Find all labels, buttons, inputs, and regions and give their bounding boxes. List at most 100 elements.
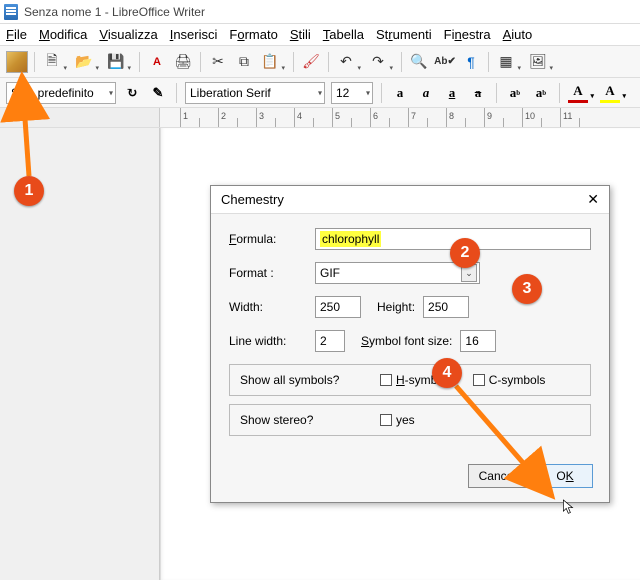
toolbar-separator xyxy=(139,52,140,72)
annotation-balloon-4: 4 xyxy=(432,358,462,388)
menu-finestra[interactable]: Finestra xyxy=(444,27,491,42)
height-input[interactable]: 250 xyxy=(423,296,469,318)
copy-button[interactable]: ⧉ xyxy=(233,51,255,73)
height-value: 250 xyxy=(428,300,448,314)
update-style-button[interactable]: ↻ xyxy=(122,83,142,103)
format-select[interactable]: GIF ⌄ xyxy=(315,262,480,284)
ok-label: OK xyxy=(556,469,573,483)
chevron-down-icon: ▾ xyxy=(318,88,322,97)
close-icon[interactable]: ✕ xyxy=(587,191,599,208)
toolbar-separator xyxy=(200,52,201,72)
show-all-symbols-group: Show all symbols? H-symbols C-symbols xyxy=(229,364,591,396)
dialog-body: Formula: chlorophyll Format : GIF ⌄ Widt… xyxy=(211,214,609,454)
menu-aiuto[interactable]: Aiuto xyxy=(503,27,533,42)
checkbox-icon xyxy=(380,414,392,426)
main-toolbar: 🗎 📂 💾 A 🖨 ✂ ⧉ 📋 🖌 ↶ ↷ 🔍 Ab✔ ¶ ▦ 🖼 xyxy=(0,46,640,78)
toolbar-separator xyxy=(328,52,329,72)
formula-label: Formula: xyxy=(229,232,315,246)
subscript-button[interactable]: ab xyxy=(531,83,551,103)
formatting-toolbar: Stile predefinito ▾ ↻ ✎ Liberation Serif… xyxy=(0,78,640,108)
dialog-titlebar[interactable]: Chemestry ✕ xyxy=(211,186,609,214)
ruler-area: 1234567891011 xyxy=(0,108,640,128)
ok-button[interactable]: OK xyxy=(537,464,593,488)
c-symbols-label: C-symbols xyxy=(489,373,546,387)
menu-modifica[interactable]: Modifica xyxy=(39,27,87,42)
annotation-balloon-3: 3 xyxy=(512,274,542,304)
formatting-marks-button[interactable]: ¶ xyxy=(460,51,482,73)
menu-inserisci[interactable]: Inserisci xyxy=(170,27,218,42)
symfont-value: 16 xyxy=(465,334,478,348)
image-button[interactable]: 🖼 xyxy=(527,51,549,73)
spellcheck-button[interactable]: Ab✔ xyxy=(434,51,456,73)
width-input[interactable]: 250 xyxy=(315,296,361,318)
font-size-combo[interactable]: 12 ▾ xyxy=(331,82,373,104)
window-title: Senza nome 1 - LibreOffice Writer xyxy=(24,5,205,19)
cancel-label: Cancel xyxy=(479,469,516,483)
linewidth-value: 2 xyxy=(320,334,327,348)
menu-tabella[interactable]: Tabella xyxy=(323,27,364,42)
symfont-label: Symbol font size: xyxy=(361,334,452,348)
width-label: Width: xyxy=(229,300,307,314)
chevron-down-icon: ▾ xyxy=(366,88,370,97)
toolbar-separator xyxy=(34,52,35,72)
extension-color-button[interactable] xyxy=(6,51,28,73)
undo-button[interactable]: ↶ xyxy=(335,51,357,73)
formula-value: chlorophyll xyxy=(320,231,381,247)
cut-button[interactable]: ✂ xyxy=(207,51,229,73)
highlight-button[interactable]: A xyxy=(600,83,620,103)
linewidth-input[interactable]: 2 xyxy=(315,330,345,352)
checkbox-icon xyxy=(380,374,392,386)
c-symbols-checkbox[interactable]: C-symbols xyxy=(473,373,546,387)
menu-file[interactable]: File xyxy=(6,27,27,42)
clone-format-button[interactable]: 🖌 xyxy=(300,51,322,73)
cancel-button[interactable]: Cancel xyxy=(468,464,527,488)
toolbar-separator xyxy=(293,52,294,72)
annotation-balloon-1: 1 xyxy=(14,176,44,206)
width-value: 250 xyxy=(320,300,340,314)
toolbar-separator xyxy=(559,83,560,103)
format-label: Format : xyxy=(229,266,315,280)
toolbar-separator xyxy=(176,83,177,103)
yes-checkbox[interactable]: yes xyxy=(380,413,415,427)
new-document-button[interactable]: 🗎 xyxy=(41,51,63,73)
open-button[interactable]: 📂 xyxy=(73,51,95,73)
cursor-icon xyxy=(562,498,576,516)
horizontal-ruler[interactable]: 1234567891011 xyxy=(160,108,640,127)
ruler-corner xyxy=(0,108,160,127)
find-button[interactable]: 🔍 xyxy=(408,51,430,73)
font-size-value: 12 xyxy=(336,86,349,100)
document-icon xyxy=(4,4,18,20)
toolbar-separator xyxy=(381,83,382,103)
showall-label: Show all symbols? xyxy=(240,373,360,387)
menu-strumenti[interactable]: Strumenti xyxy=(376,27,432,42)
toolbar-separator xyxy=(401,52,402,72)
save-button[interactable]: 💾 xyxy=(105,51,127,73)
linewidth-label: Line width: xyxy=(229,334,307,348)
table-button[interactable]: ▦ xyxy=(495,51,517,73)
font-color-button[interactable]: A xyxy=(568,83,588,103)
print-button[interactable]: 🖨 xyxy=(172,51,194,73)
chevron-down-icon: ▾ xyxy=(109,88,113,97)
show-stereo-group: Show stereo? yes xyxy=(229,404,591,436)
font-name-combo[interactable]: Liberation Serif ▾ xyxy=(185,82,325,104)
italic-button[interactable]: a xyxy=(416,83,436,103)
symfont-input[interactable]: 16 xyxy=(460,330,496,352)
menu-stili[interactable]: Stili xyxy=(290,27,311,42)
showstereo-label: Show stereo? xyxy=(240,413,360,427)
export-pdf-button[interactable]: A xyxy=(146,51,168,73)
superscript-button[interactable]: ab xyxy=(505,83,525,103)
redo-button[interactable]: ↷ xyxy=(367,51,389,73)
strikethrough-button[interactable]: a xyxy=(468,83,488,103)
paragraph-style-combo[interactable]: Stile predefinito ▾ xyxy=(6,82,116,104)
annotation-balloon-2: 2 xyxy=(450,238,480,268)
new-style-button[interactable]: ✎ xyxy=(148,83,168,103)
bold-button[interactable]: a xyxy=(390,83,410,103)
menu-formato[interactable]: Formato xyxy=(229,27,277,42)
paste-button[interactable]: 📋 xyxy=(259,51,281,73)
yes-label: yes xyxy=(396,413,415,427)
underline-button[interactable]: a xyxy=(442,83,462,103)
format-value: GIF xyxy=(320,266,340,280)
menu-visualizza[interactable]: Visualizza xyxy=(99,27,157,42)
height-label: Height: xyxy=(377,300,415,314)
menu-bar: File Modifica Visualizza Inserisci Forma… xyxy=(0,24,640,46)
